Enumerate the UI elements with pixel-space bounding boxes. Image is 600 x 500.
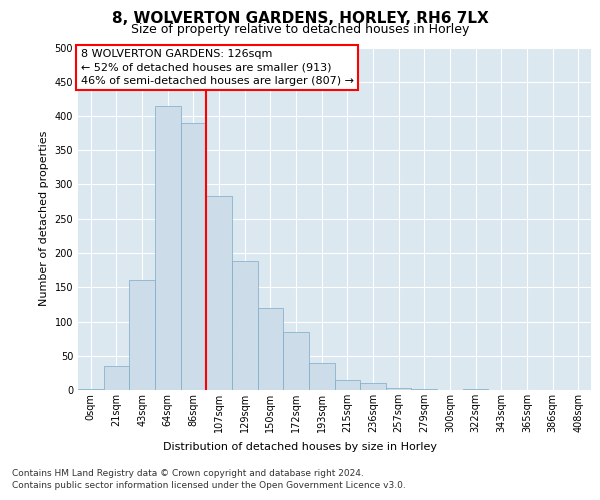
Text: Contains HM Land Registry data © Crown copyright and database right 2024.: Contains HM Land Registry data © Crown c… [12,469,364,478]
Text: 8 WOLVERTON GARDENS: 126sqm
← 52% of detached houses are smaller (913)
46% of se: 8 WOLVERTON GARDENS: 126sqm ← 52% of det… [80,49,353,86]
Y-axis label: Number of detached properties: Number of detached properties [39,131,49,306]
Bar [181,123,206,390]
Bar [386,388,412,390]
Bar [309,362,335,390]
Bar [257,308,283,390]
Bar [78,388,104,390]
Text: Contains public sector information licensed under the Open Government Licence v3: Contains public sector information licen… [12,481,406,490]
Bar [104,366,130,390]
Bar [360,383,386,390]
Text: Size of property relative to detached houses in Horley: Size of property relative to detached ho… [131,22,469,36]
Bar [335,380,360,390]
Bar [206,196,232,390]
Bar [232,261,257,390]
Text: 8, WOLVERTON GARDENS, HORLEY, RH6 7LX: 8, WOLVERTON GARDENS, HORLEY, RH6 7LX [112,11,488,26]
Bar [130,280,155,390]
Text: Distribution of detached houses by size in Horley: Distribution of detached houses by size … [163,442,437,452]
Bar [155,106,181,390]
Bar [283,332,309,390]
